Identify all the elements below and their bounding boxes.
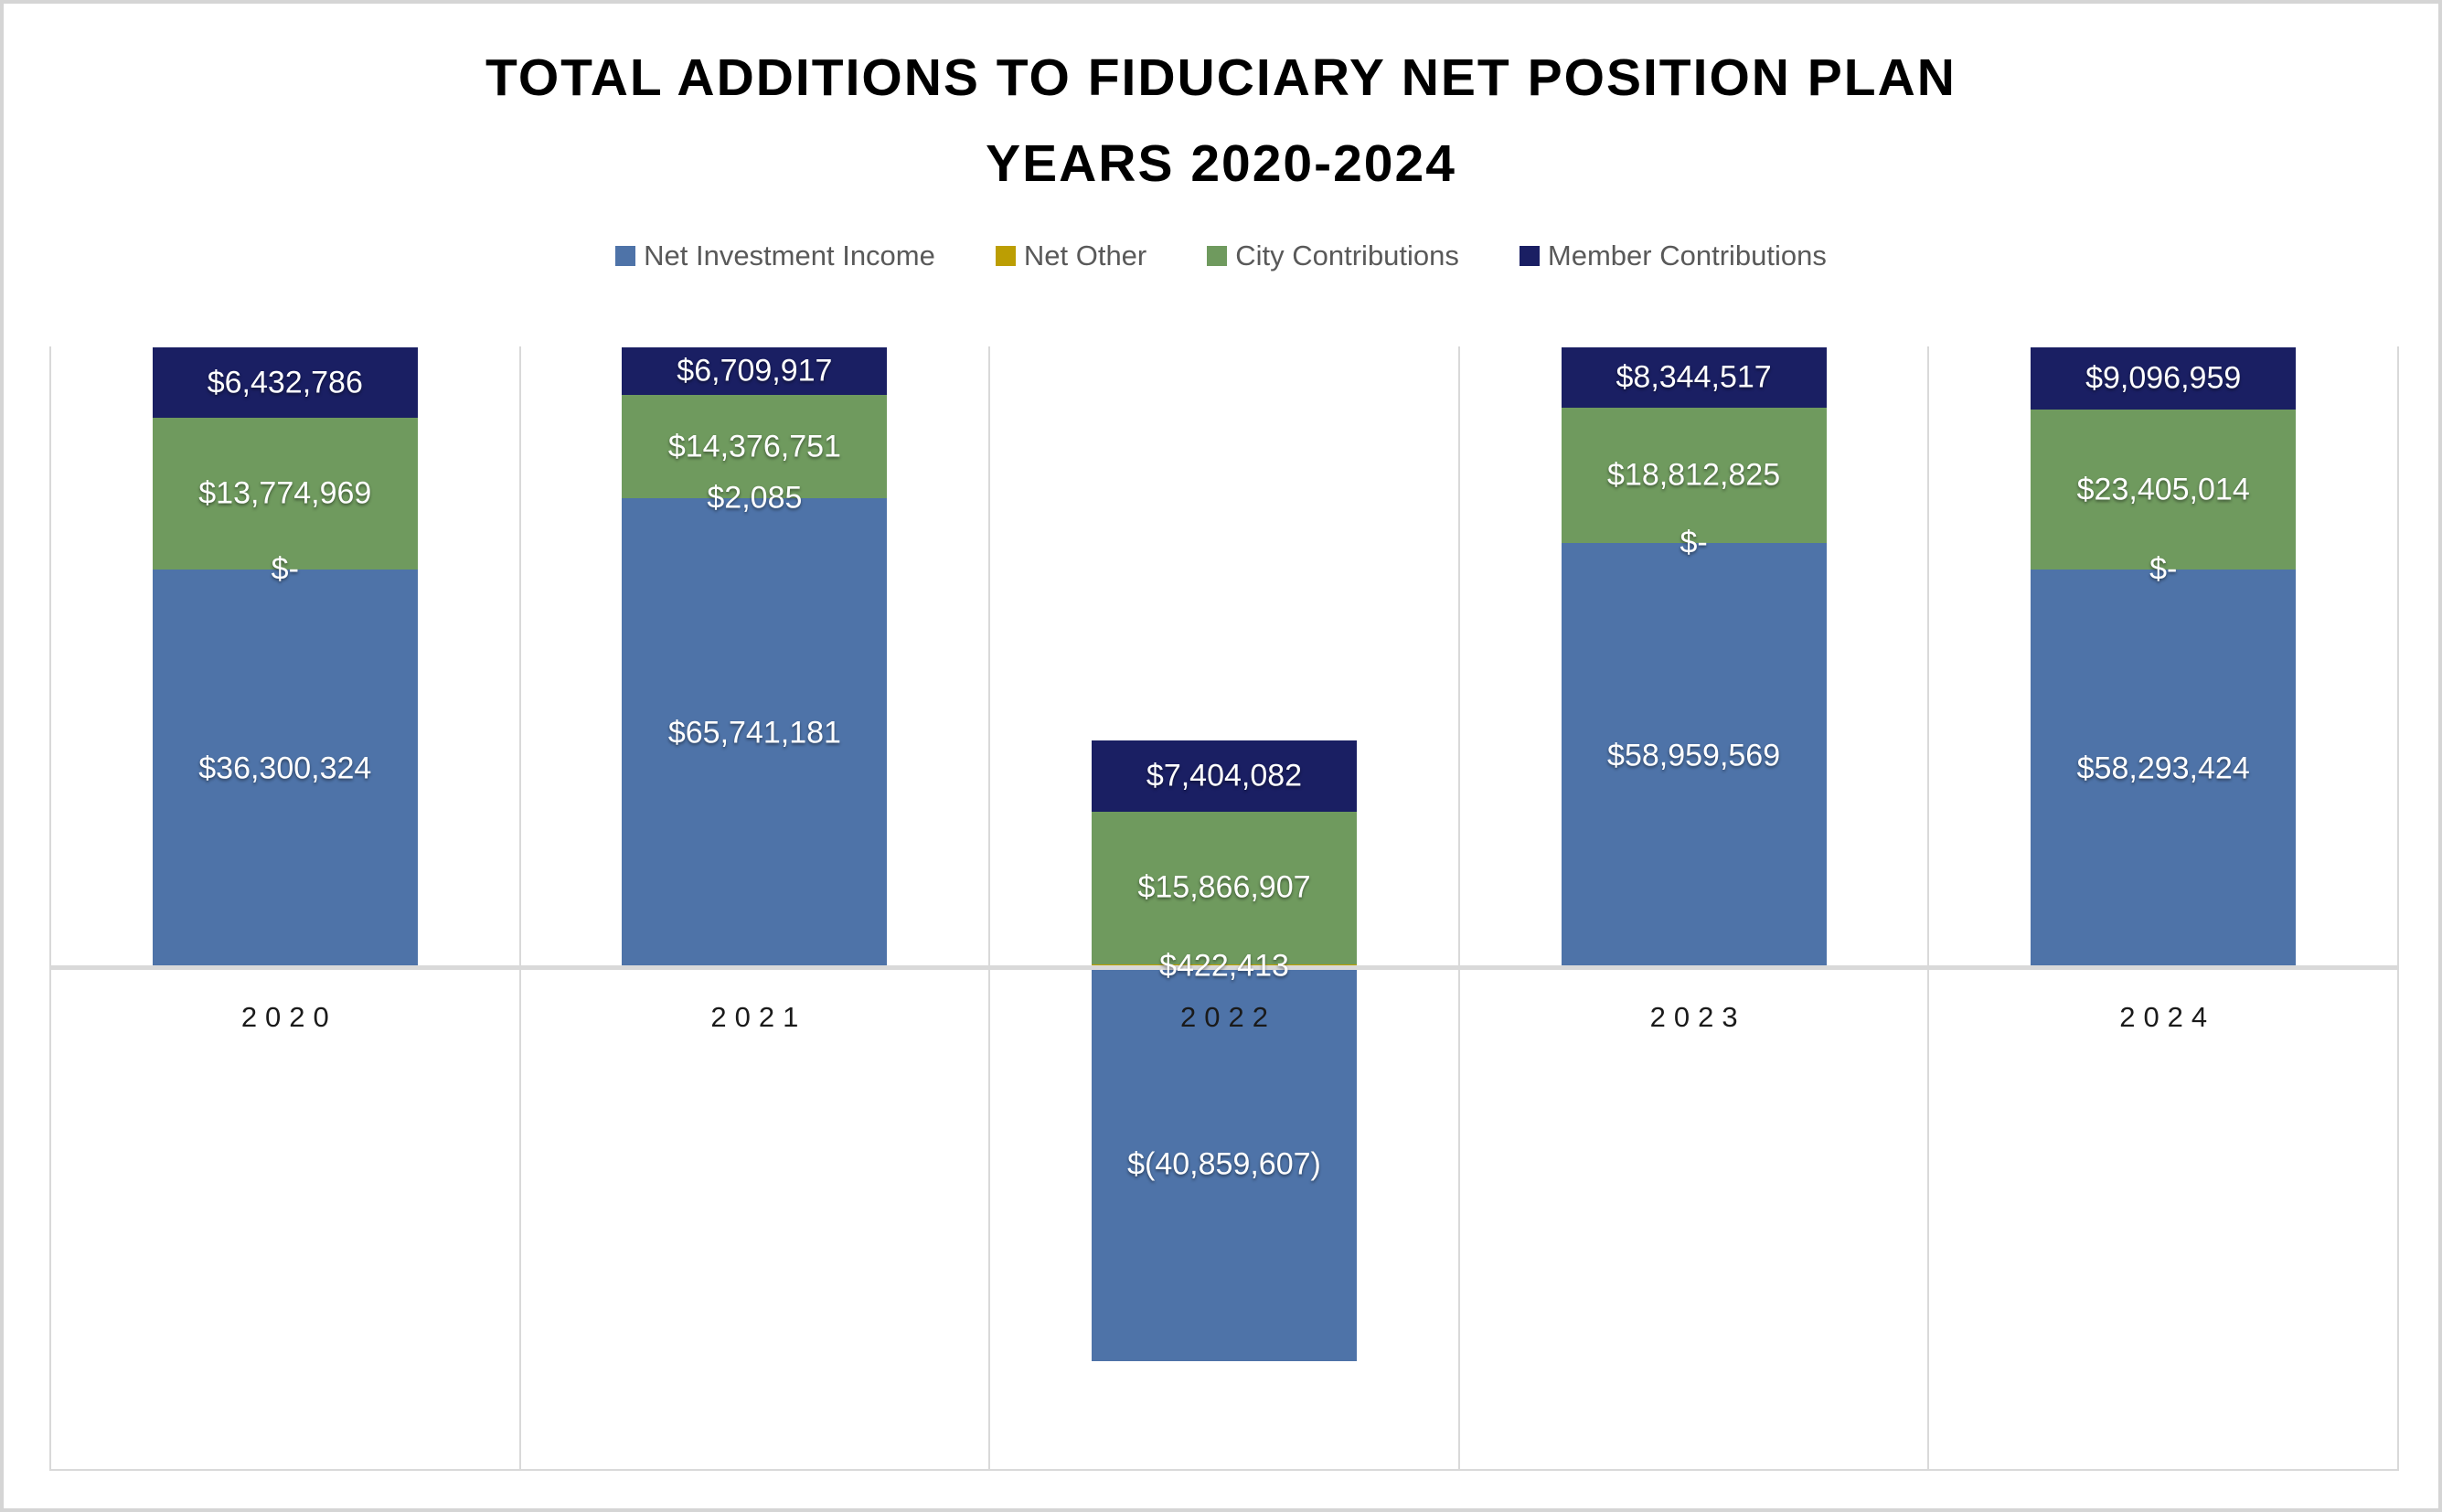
bar-value-label: $8,344,517 (1616, 359, 1772, 395)
legend-label: Net Investment Income (644, 240, 935, 272)
chart-title-line2: YEARS 2020-2024 (986, 134, 1456, 193)
bar-segment (1561, 543, 1827, 968)
legend-label: City Contributions (1235, 240, 1459, 272)
legend-label: Member Contributions (1547, 240, 1827, 272)
category-label: 2020 (240, 1001, 337, 1033)
chart-title: TOTAL ADDITIONS TO FIDUCIARY NET POSITIO… (4, 35, 2438, 207)
bar-segment (2031, 410, 2297, 570)
bar-value-label: $6,432,786 (207, 365, 363, 400)
bar-segment (622, 395, 888, 498)
bar-value-label: $58,293,424 (2076, 751, 2250, 786)
bar-value-label: $2,085 (707, 480, 803, 516)
bar-segment (1092, 740, 1357, 812)
gridline (49, 346, 51, 1471)
bar-segment (1561, 346, 1827, 408)
legend-swatch-icon (1519, 246, 1540, 266)
bar-value-label: $- (2149, 551, 2178, 587)
bar-segment (1092, 968, 1357, 1361)
plot-bottom-border (50, 1469, 2398, 1471)
gridline (2397, 346, 2399, 1471)
bar-segment (152, 569, 418, 968)
bar-segment (622, 347, 888, 396)
bar-value-label: $65,741,181 (667, 715, 841, 751)
category-label: 2021 (710, 1001, 807, 1033)
legend-swatch-icon (1207, 246, 1228, 266)
legend-item: Member Contributions (1519, 240, 1827, 272)
bar-value-label: $- (271, 551, 299, 587)
bar-value-label: $9,096,959 (2085, 360, 2242, 396)
bar-value-label: $7,404,082 (1146, 758, 1303, 793)
bar-value-label: $36,300,324 (198, 751, 372, 786)
legend-item: City Contributions (1207, 240, 1459, 272)
category-label: 2023 (1649, 1001, 1746, 1033)
category-label: 2022 (1180, 1001, 1276, 1033)
bar-segment (1092, 811, 1357, 964)
legend-swatch-icon (615, 246, 636, 266)
gridline (1458, 346, 1460, 1471)
bar-segment (2031, 570, 2297, 968)
bar-value-label: $13,774,969 (198, 475, 372, 511)
gridline (1927, 346, 1929, 1471)
legend-item: Net Investment Income (615, 240, 935, 272)
bar-segment (622, 497, 888, 968)
bar-value-label: $(40,859,607) (1127, 1146, 1321, 1182)
legend-label: Net Other (1023, 240, 1147, 272)
bar-segment (2031, 346, 2297, 410)
bar-segment (152, 418, 418, 570)
gridline (988, 346, 990, 1471)
bar-segment (152, 347, 418, 419)
bar-value-label: $422,413 (1159, 948, 1289, 984)
legend-item: Net Other (995, 240, 1147, 272)
chart-title-line1: TOTAL ADDITIONS TO FIDUCIARY NET POSITIO… (485, 48, 1957, 107)
plot-area: $36,300,324 $- $13,774,969 $6,432,786 2020 $6… (49, 346, 2399, 1471)
bar-value-label: $15,866,907 (1137, 869, 1311, 905)
bar-value-label: $- (1680, 525, 1708, 560)
bar-value-label: $58,959,569 (1607, 738, 1781, 773)
category-label: 2024 (2119, 1001, 2216, 1033)
bar-value-label: $18,812,825 (1607, 457, 1781, 493)
legend: Net Investment Income Net Other City Contr… (4, 240, 2438, 272)
zero-axis-line (50, 965, 2398, 970)
bar-value-label: $14,376,751 (667, 429, 841, 464)
gridline (519, 346, 521, 1471)
bar-value-label: $6,709,917 (677, 353, 833, 389)
legend-swatch-icon (995, 246, 1016, 266)
bar-value-label: $23,405,014 (2076, 472, 2250, 507)
bar-segment (1561, 407, 1827, 544)
